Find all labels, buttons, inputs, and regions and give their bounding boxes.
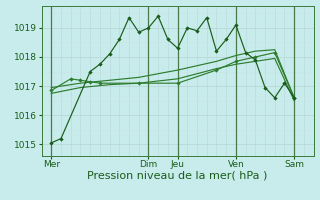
- X-axis label: Pression niveau de la mer( hPa ): Pression niveau de la mer( hPa ): [87, 171, 268, 181]
